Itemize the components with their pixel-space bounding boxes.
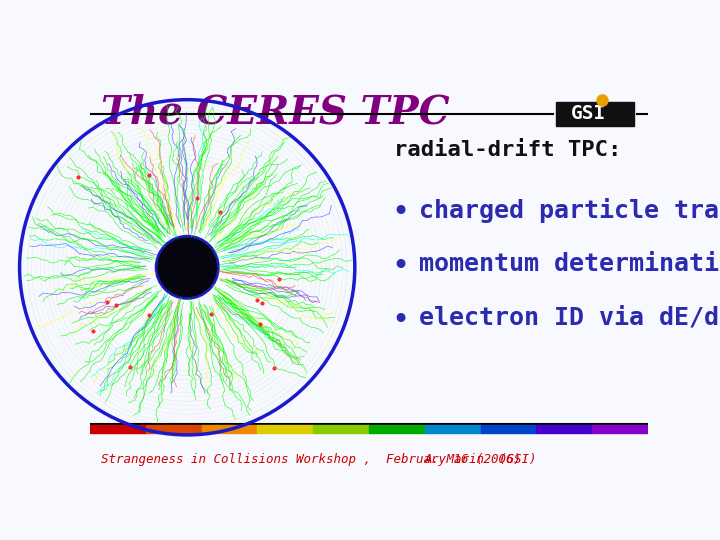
Bar [425, 426, 481, 433]
Text: momentum determination: momentum determination [419, 252, 720, 276]
Circle shape [158, 238, 217, 296]
Bar [90, 426, 145, 433]
Text: GSI: GSI [571, 104, 606, 123]
Bar [258, 426, 313, 433]
Text: •: • [392, 198, 410, 227]
Text: The CERES TPC: The CERES TPC [101, 94, 450, 132]
Bar [369, 426, 425, 433]
Bar [536, 426, 593, 433]
Text: electron ID via dE/dx: electron ID via dE/dx [419, 306, 720, 330]
Text: •: • [392, 252, 410, 281]
Text: A. Marin  (GSI): A. Marin (GSI) [425, 453, 537, 466]
Text: Strangeness in Collisions Workshop ,  February 16 (2006): Strangeness in Collisions Workshop , Feb… [101, 453, 521, 466]
Bar [313, 426, 369, 433]
Bar [145, 426, 202, 433]
Bar [202, 426, 258, 433]
Text: charged particle tracking: charged particle tracking [419, 198, 720, 223]
Text: radial-drift TPC:: radial-drift TPC: [394, 140, 621, 160]
Bar [481, 426, 536, 433]
Text: •: • [392, 306, 410, 335]
Bar [593, 426, 648, 433]
Bar [556, 102, 634, 126]
